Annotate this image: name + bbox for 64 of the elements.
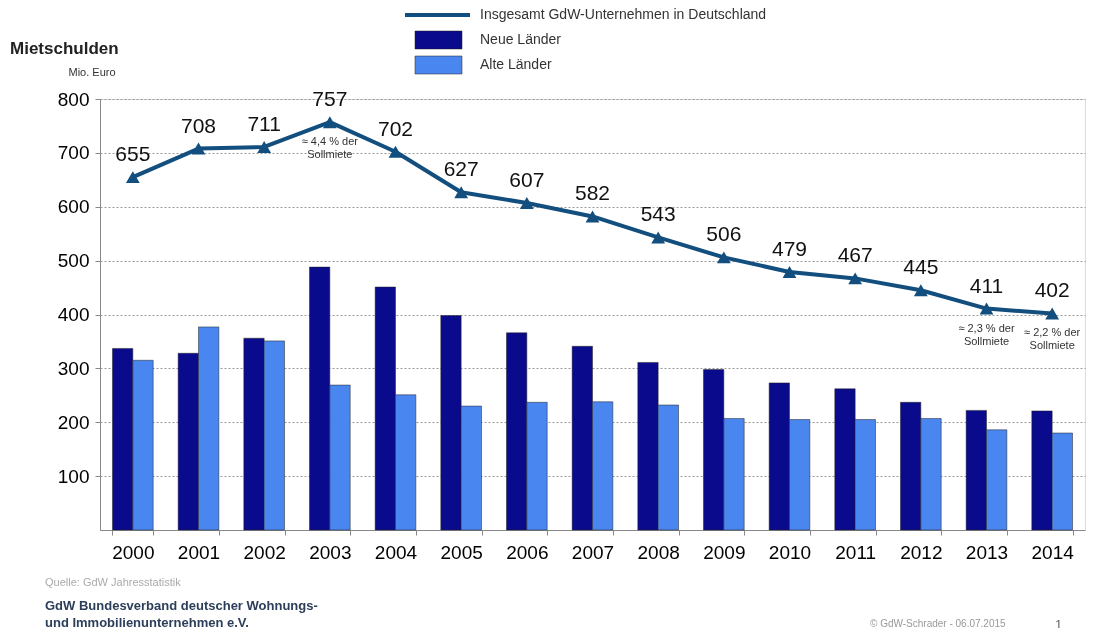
point xyxy=(913,284,928,297)
annotation: ≈ 4,4 % der Sollmiete xyxy=(301,135,359,161)
x-tick-label: 2000 xyxy=(112,541,155,563)
point xyxy=(1045,307,1060,320)
legend-label: Alte Länder xyxy=(480,56,552,72)
point xyxy=(979,302,994,315)
annotation: ≈ 2,3 % der Sollmiete xyxy=(958,321,1015,347)
y-tick-label: 100 xyxy=(57,465,90,487)
y-tick-label: 300 xyxy=(57,357,90,379)
point xyxy=(454,186,469,199)
data-label: 655 xyxy=(115,142,151,166)
data-label: 757 xyxy=(312,87,348,111)
text: GdW Bundesverband deutscher Wohnungs- und Immobilienunternehmen e.V. xyxy=(45,598,318,628)
data-label: 445 xyxy=(903,255,939,279)
point xyxy=(191,142,206,155)
x-tick-label: 2006 xyxy=(506,541,549,563)
x-tick-label: 2002 xyxy=(243,541,286,563)
data-label: 402 xyxy=(1034,278,1070,302)
x-tick-label: 2012 xyxy=(900,541,943,563)
x-tick-label: 2005 xyxy=(440,541,483,563)
x-tick-label: 2014 xyxy=(1031,541,1075,563)
x-tick-label: 2008 xyxy=(637,541,680,563)
y-axis-title: Mio. Euro xyxy=(68,65,116,78)
data-label: 702 xyxy=(377,116,414,140)
text: © GdW-Schrader - 06.07.2015 xyxy=(870,618,1007,628)
chart-title: Mietschulden xyxy=(10,39,119,58)
x-tick-label: 2007 xyxy=(571,541,615,563)
data-label: 627 xyxy=(443,157,479,181)
x-tick-label: 2013 xyxy=(965,541,1009,563)
data-label: 467 xyxy=(837,243,873,267)
x-tick-label: 2009 xyxy=(703,541,746,563)
data-label: 411 xyxy=(969,273,1004,297)
point xyxy=(388,145,403,158)
source-note: Quelle: GdW Jahresstatistik xyxy=(45,576,182,588)
point xyxy=(848,272,863,285)
x-tick-label: 2011 xyxy=(835,541,877,563)
data-label: 506 xyxy=(706,222,742,246)
point xyxy=(651,231,666,244)
point xyxy=(782,265,797,278)
data-label: 582 xyxy=(574,181,611,205)
point xyxy=(585,210,600,223)
point xyxy=(519,197,534,209)
x-tick-label: 2004 xyxy=(374,541,418,563)
point xyxy=(257,140,272,153)
point xyxy=(716,251,731,264)
data-label: 708 xyxy=(180,113,217,137)
legend-label: Insgesamt GdW-Unternehmen in Deutschland xyxy=(480,6,767,22)
x-tick-label: 2001 xyxy=(177,541,221,563)
data-label: 543 xyxy=(640,202,676,226)
y-tick-label: 400 xyxy=(57,304,90,325)
legend-label: Neue Länder xyxy=(480,31,562,47)
point xyxy=(322,116,337,129)
x-tick-label: 2010 xyxy=(768,541,812,563)
y-tick-label: 600 xyxy=(57,196,90,218)
data-label: 711 xyxy=(247,111,281,135)
data-label: 607 xyxy=(509,167,545,191)
y-tick-label: 700 xyxy=(57,142,90,164)
point xyxy=(125,171,140,184)
y-tick-label: 800 xyxy=(57,88,90,110)
data-label: 479 xyxy=(771,236,808,260)
y-tick-label: 500 xyxy=(57,250,90,272)
x-tick-label: 2003 xyxy=(309,541,352,563)
annotation: ≈ 2,2 % der Sollmiete xyxy=(1024,326,1081,352)
y-tick-label: 200 xyxy=(57,411,90,433)
